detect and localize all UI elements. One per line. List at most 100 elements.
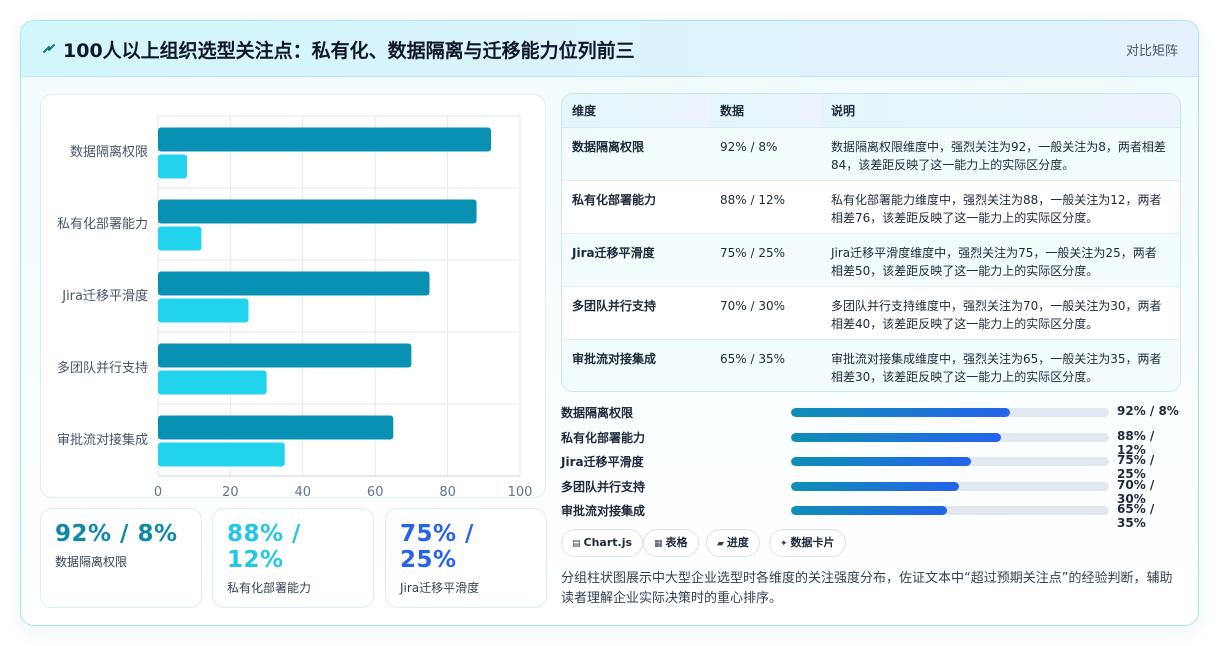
table-header-note: 说明 [821, 94, 1180, 128]
sparkle-icon: ✦ [780, 539, 788, 549]
progress-label: Jira迁移平滑度 [561, 455, 644, 469]
progress-fill [791, 506, 947, 515]
chip-label: 进度 [726, 536, 749, 549]
progress-row: 数据隔离权限 92% / 8% [561, 402, 1181, 427]
table-row: 审批流对接集成 65% / 35% 审批流对接集成维度中，强烈关注为65，一般关… [562, 339, 1180, 391]
chip-chartjs[interactable]: ▤ Chart.js [561, 529, 644, 557]
progress-fill [791, 408, 1011, 417]
progress-fill [791, 432, 1001, 442]
stat-label: 数据隔离权限 [55, 555, 128, 569]
chip-label: 数据卡片 [790, 536, 835, 549]
page-title: 100人以上组织选型关注点：私有化、数据隔离与迁移能力位列前三 [63, 40, 635, 62]
y-category-label: 多团队并行支持 [57, 360, 148, 376]
progress-label: 审批流对接集成 [561, 504, 646, 518]
card-header: 100人以上组织选型关注点：私有化、数据隔离与迁移能力位列前三 对比矩阵 [21, 21, 1198, 77]
progress-label: 私有化部署能力 [561, 430, 646, 445]
table-cell-dimension: 数据隔离权限 [562, 127, 710, 181]
x-tick-label: 20 [222, 485, 239, 499]
table-cell-dimension: 审批流对接集成 [562, 339, 710, 391]
progress-fill [791, 457, 971, 466]
bar-2 [158, 370, 267, 395]
progress-label: 多团队并行支持 [561, 479, 646, 494]
table-cell-note: 私有化部署能力维度中，强烈关注为88，一般关注为12，两者相差76，该差距反映了… [821, 180, 1180, 234]
chip-progress[interactable]: ▰ 进度 [706, 529, 760, 557]
bar-2 [158, 298, 249, 323]
x-tick-label: 60 [367, 485, 384, 499]
stat-value: 88% / 12% [227, 521, 301, 573]
progress-icon: ▰ [717, 539, 724, 549]
y-category-label: 私有化部署能力 [57, 217, 148, 232]
progress-value: 70% / 30% [1117, 477, 1155, 506]
progress-row: 审批流对接集成 65% / 35% [561, 500, 1181, 530]
chart-description: 分组柱状图展示中大型企业选型时各维度的关注强度分布，佐证文本中“超过预期关注点”… [561, 571, 1173, 606]
table-row: 多团队并行支持 70% / 30% 多团队并行支持维度中，强烈关注为70，一般关… [562, 286, 1180, 340]
y-category-label: 审批流对接集成 [57, 432, 148, 448]
progress-track [791, 432, 1109, 442]
table-row: 数据隔离权限 92% / 8% 数据隔离权限维度中，强烈关注为92，一般关注为8… [562, 127, 1180, 181]
table-cell-data: 75% / 25% [710, 233, 821, 287]
table-cell-data: 92% / 8% [710, 127, 821, 181]
progress-value: 75% / 25% [1117, 453, 1155, 481]
table-cell-dimension: Jira迁移平滑度 [562, 233, 710, 287]
progress-row: 私有化部署能力 88% / 12% [561, 427, 1181, 457]
stat-card-1: 92% / 8% 数据隔离权限 [40, 508, 202, 608]
chip-data-card[interactable]: ✦ 数据卡片 [769, 529, 846, 557]
table-row: 私有化部署能力 88% / 12% 私有化部署能力维度中，强烈关注为88，一般关… [562, 180, 1180, 234]
chip-table[interactable]: ▦ 表格 [643, 529, 699, 557]
bar-1 [158, 343, 412, 368]
x-tick-label: 0 [154, 485, 162, 499]
bar-2 [158, 154, 187, 179]
bar-2 [158, 442, 285, 467]
progress-track [791, 457, 1109, 466]
table-cell-dimension: 多团队并行支持 [562, 286, 710, 340]
y-category-label: 数据隔离权限 [70, 144, 148, 160]
y-category-label: Jira迁移平滑度 [61, 288, 148, 304]
bar-1 [158, 127, 492, 152]
table-cell-data: 70% / 30% [710, 286, 821, 340]
table-cell-note: 数据隔离权限维度中，强烈关注为92，一般关注为8，两者相差84，该差距反映了这一… [821, 127, 1180, 181]
comparison-table: 维度 数据 说明 数据隔离权限 92% / 8% 数据隔离权限维度中，强烈关注为… [562, 94, 1180, 391]
progress-row: Jira迁移平滑度 75% / 25% [561, 451, 1181, 481]
table-header-row: 维度 数据 说明 [562, 94, 1180, 128]
progress-value: 92% / 8% [1117, 404, 1179, 418]
stat-value: 92% / 8% [55, 521, 178, 547]
x-tick-label: 80 [439, 485, 456, 499]
table-header-dimension: 维度 [562, 94, 710, 128]
table-cell-data: 65% / 35% [710, 339, 821, 391]
table-cell-note: Jira迁移平滑度维度中，强烈关注为75，一般关注为25，两者相差50，该差距反… [821, 233, 1180, 287]
dashboard-card: 100人以上组织选型关注点：私有化、数据隔离与迁移能力位列前三 对比矩阵 0 20… [20, 20, 1199, 626]
x-tick-label: 100 [508, 485, 533, 499]
view-mode-label[interactable]: 对比矩阵 [1125, 44, 1178, 59]
progress-track [791, 408, 1109, 417]
progress-label: 数据隔离权限 [561, 406, 634, 420]
chart-icon: ▤ [572, 539, 581, 549]
stat-label: Jira迁移平滑度 [400, 581, 480, 595]
chip-label: 表格 [665, 536, 688, 549]
bar-1 [158, 415, 394, 440]
progress-track [791, 506, 1109, 515]
comparison-table-panel: 维度 数据 说明 数据隔离权限 92% / 8% 数据隔离权限维度中，强烈关注为… [561, 93, 1181, 392]
table-cell-note: 审批流对接集成维度中，强烈关注为65，一般关注为35，两者相差30，该差距反映了… [821, 339, 1180, 391]
progress-fill [791, 481, 959, 491]
chip-label: Chart.js [583, 536, 633, 549]
progress-track [791, 481, 1109, 491]
bar-2 [158, 226, 202, 251]
table-row: Jira迁移平滑度 75% / 25% Jira迁移平滑度维度中，强烈关注为75… [562, 233, 1180, 287]
progress-value: 88% / 12% [1117, 428, 1155, 457]
table-icon: ▦ [654, 539, 663, 549]
progress-value: 65% / 35% [1117, 502, 1155, 530]
table-header-data: 数据 [710, 94, 821, 128]
bar-chart-panel: 0 20 40 60 80 100 数据隔离权限私有化部署能力 Jira迁移平滑度 多团队并行支… [40, 94, 546, 499]
progress-list: 数据隔离权限 92% / 8% 私有化部署能力 88% / 12% Jira迁移… [561, 402, 1181, 530]
stat-label: 私有化部署能力 [227, 581, 312, 595]
table-cell-dimension: 私有化部署能力 [562, 180, 710, 234]
progress-row: 多团队并行支持 70% / 30% [561, 476, 1181, 506]
bar-1 [158, 199, 477, 224]
table-cell-data: 88% / 12% [710, 180, 821, 234]
stat-value: 75% / 25% [400, 521, 474, 573]
bar-1 [158, 271, 430, 296]
stat-card-3: 75% / 25% Jira迁移平滑度 [385, 508, 547, 608]
stat-card-2: 88% / 12% 私有化部署能力 [212, 508, 374, 608]
x-tick-label: 40 [295, 485, 312, 499]
bolt-icon [43, 44, 55, 53]
